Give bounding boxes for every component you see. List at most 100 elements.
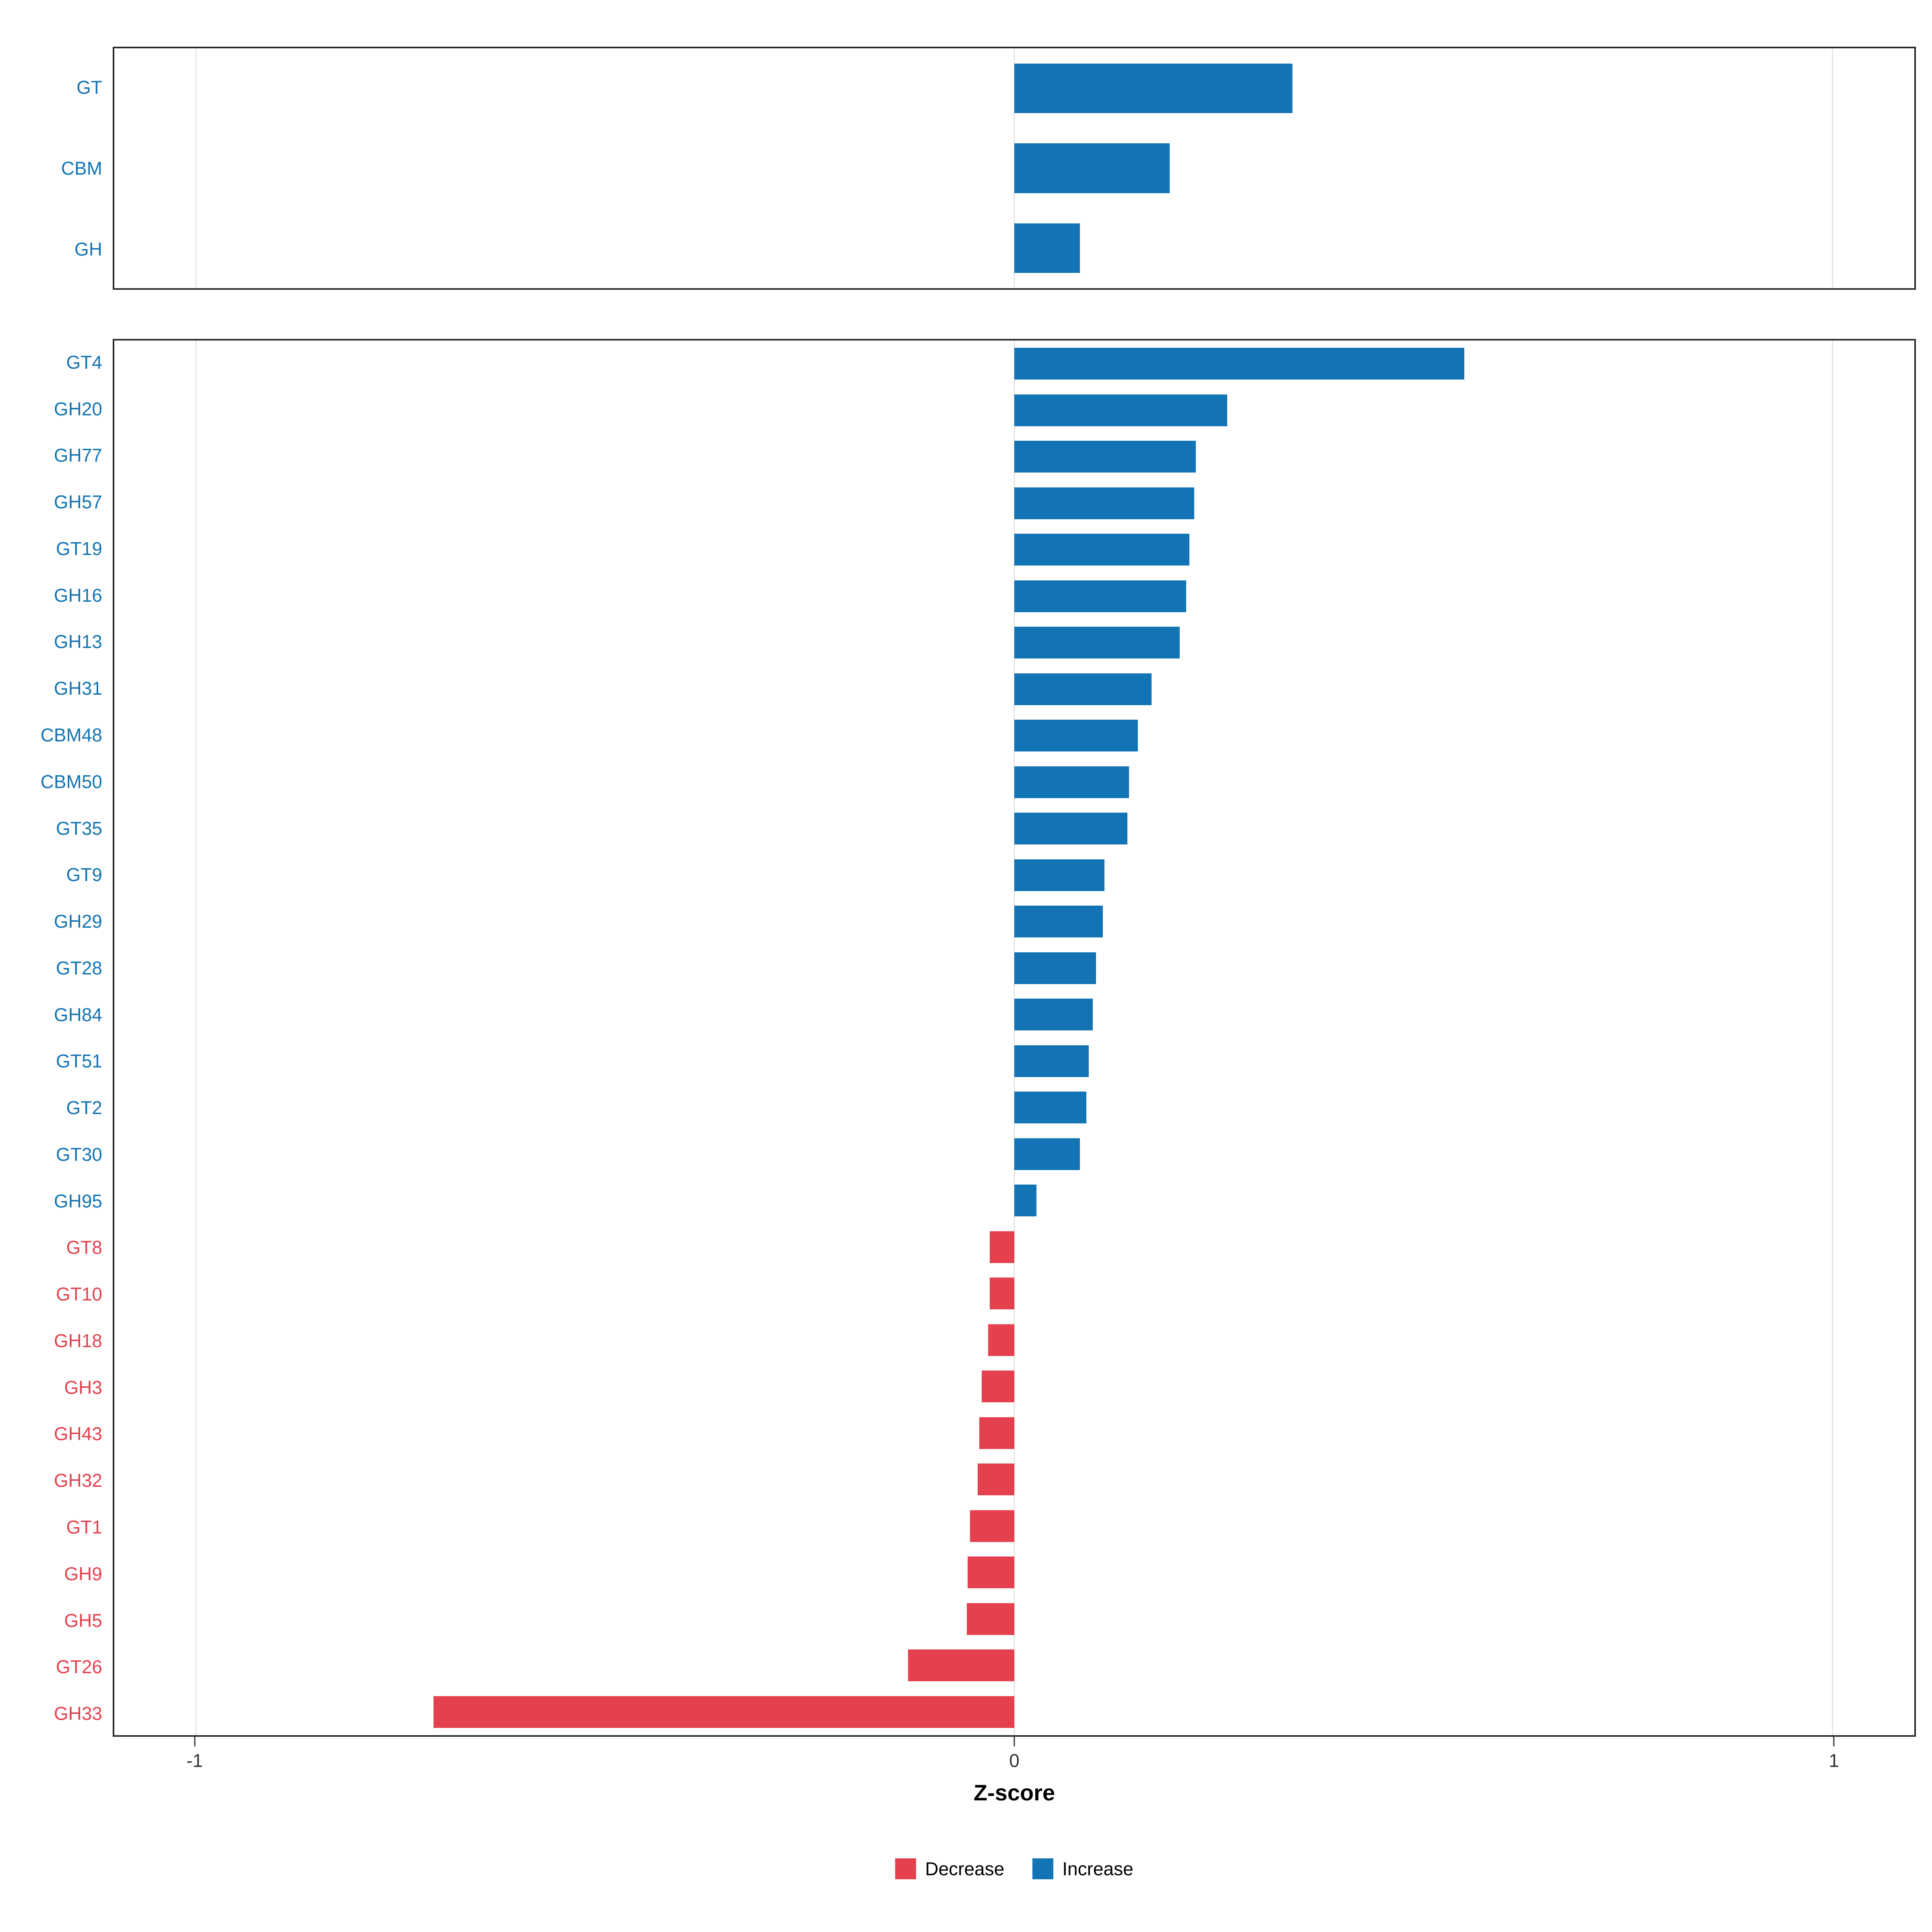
bar-row [114,991,1914,1038]
x-axis-tick-label: 1 [1829,1750,1839,1771]
bar-row [114,480,1914,527]
gridline [195,48,197,288]
bar-row [114,666,1914,713]
bar-row [114,128,1914,208]
bar-gt [1014,63,1293,113]
bar-gt1 [970,1510,1014,1542]
category-label: GT1 [66,1517,102,1538]
bar-row [114,1596,1914,1643]
bar-gh84 [1014,999,1093,1030]
gridline [195,341,197,1735]
category-label: CBM48 [40,724,102,745]
category-label: GT26 [56,1656,102,1678]
bar-gh3 [981,1371,1014,1402]
y-axis-labels: GT CBM GH [0,47,113,290]
panel-box [113,47,1916,290]
gridline [1013,341,1015,1735]
bar-cbm [1014,143,1170,193]
category-label: GT28 [56,957,102,978]
category-label: GH77 [54,445,102,466]
category-label: GH16 [54,584,102,606]
bar-gt2 [1014,1092,1086,1123]
bar-row [114,852,1914,899]
legend: Decrease Increase [113,1858,1916,1880]
bar-gt26 [908,1649,1014,1681]
bar-row [114,1456,1914,1503]
bar-cbm50 [1014,766,1129,798]
category-label: GT8 [66,1237,102,1258]
bar-row [114,1549,1914,1596]
category-label: CBM [61,157,102,179]
legend-item-decrease: Decrease [895,1858,1004,1880]
x-axis-tick-label: 0 [1009,1750,1020,1771]
bar-row [114,1503,1914,1550]
bar-row [114,387,1914,434]
x-axis: -1 0 1 [0,1737,1916,1775]
legend-row: Decrease Increase [0,1858,1916,1880]
bar-gt8 [990,1231,1014,1263]
bar-row [114,1642,1914,1689]
bar-gh [1014,223,1080,273]
decrease-color-swatch [895,1858,916,1879]
category-label: GT19 [56,538,102,559]
category-label: GT2 [66,1097,102,1119]
bar-row [114,1689,1914,1736]
gridline [1832,341,1833,1735]
bar-row [114,1084,1914,1131]
legend-label-decrease: Decrease [925,1858,1005,1879]
bar-row [114,1410,1914,1457]
panel-box [113,339,1916,1737]
bar-gt10 [990,1278,1014,1309]
category-label: GH18 [54,1330,102,1351]
panel-enzyme-families: GT4 GH20 GH77 GH57 GT19 GH16 GH13 GH31 CBM48 CBM5… [0,339,1916,1737]
bar-gh43 [979,1417,1014,1449]
bar-gt4 [1014,348,1464,380]
category-label: GH43 [54,1423,102,1445]
bar-row [114,573,1914,620]
category-label: GT [76,76,102,98]
bar-gh95 [1014,1185,1036,1216]
bar-row [114,341,1914,387]
bar-row [114,712,1914,759]
category-label: GH33 [54,1703,102,1724]
category-label: GT30 [56,1144,102,1165]
bar-gt9 [1014,859,1104,891]
bar-row [114,1317,1914,1364]
category-label: GT10 [56,1284,102,1305]
x-axis-tick [1013,1737,1015,1746]
x-axis-title: Z-score [973,1780,1055,1805]
bar-gh57 [1014,487,1195,519]
bar-gh29 [1014,906,1103,937]
bar-row [114,48,1914,128]
x-axis-tick [194,1737,196,1746]
category-label: GH13 [54,631,102,652]
bar-row [114,1224,1914,1271]
bar-gh20 [1014,394,1227,426]
bar-row [114,1038,1914,1085]
bar-gh33 [433,1696,1014,1728]
category-label: GH5 [64,1610,102,1631]
category-label: GT4 [66,351,102,373]
bar-gh13 [1014,627,1180,658]
x-axis-title-row: Z-score [0,1779,1916,1806]
bar-row [114,1131,1914,1178]
x-axis-area: -1 0 1 [113,1737,1916,1775]
bar-row [114,945,1914,992]
category-label: GH95 [54,1190,102,1212]
x-axis-tick-label: -1 [186,1750,203,1771]
category-label: GH9 [64,1563,102,1584]
bar-gh77 [1014,441,1196,473]
bar-gt30 [1014,1138,1080,1170]
bar-gh16 [1014,580,1186,612]
category-label: GH3 [64,1377,102,1398]
axis-spacer [0,1779,113,1806]
bar-gt28 [1014,952,1096,984]
category-label: GH29 [54,911,102,932]
category-label: GH [74,239,102,260]
axis-spacer [0,1737,113,1775]
bar-row [114,1363,1914,1410]
category-label: GH31 [54,678,102,699]
category-label: GT9 [66,864,102,886]
bar-row [114,208,1914,288]
category-label: GT35 [56,817,102,839]
